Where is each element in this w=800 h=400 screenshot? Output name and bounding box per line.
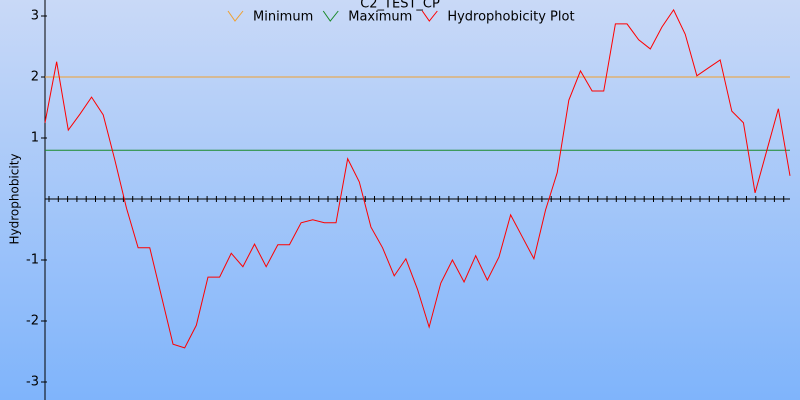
legend-icon xyxy=(322,10,339,22)
chart-title: C2_TEST_CP xyxy=(360,0,440,12)
y-tick-label: -2 xyxy=(26,314,39,329)
y-tick-label: 1 xyxy=(31,131,39,146)
data-line xyxy=(44,8,791,349)
legend-icon xyxy=(421,10,438,22)
legend-label: Minimum xyxy=(253,10,313,25)
y-tick-label: -3 xyxy=(26,375,39,390)
y-tick-label: 3 xyxy=(31,9,39,24)
legend-icon xyxy=(227,10,244,22)
legend-label: Maximum xyxy=(348,10,412,25)
y-tick-label: 2 xyxy=(31,70,39,85)
y-tick-label: -1 xyxy=(26,253,39,268)
y-axis-label: Hydrophobicity xyxy=(8,153,22,244)
legend-label: Hydrophobicity Plot xyxy=(447,10,574,25)
